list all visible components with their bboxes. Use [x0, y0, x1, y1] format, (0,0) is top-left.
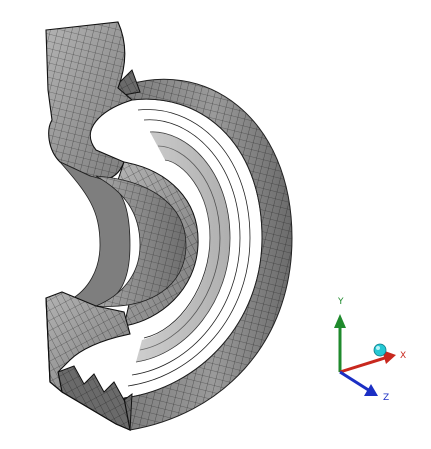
y-axis-label: Y [337, 297, 344, 307]
lower-sidewall-cut [45, 297, 131, 431]
coordinate-triad[interactable]: Y X Z [334, 297, 406, 403]
x-axis [339, 355, 389, 374]
x-axis-label: X [400, 351, 406, 361]
inner-band [136, 131, 230, 362]
z-axis-label: Z [383, 393, 389, 403]
z-axis [339, 370, 371, 393]
z-arrowhead [364, 384, 378, 396]
origin-sphere-icon [373, 343, 387, 357]
tire-model[interactable] [45, 21, 293, 431]
x-arrowhead [382, 350, 396, 364]
y-arrowhead [334, 314, 346, 328]
